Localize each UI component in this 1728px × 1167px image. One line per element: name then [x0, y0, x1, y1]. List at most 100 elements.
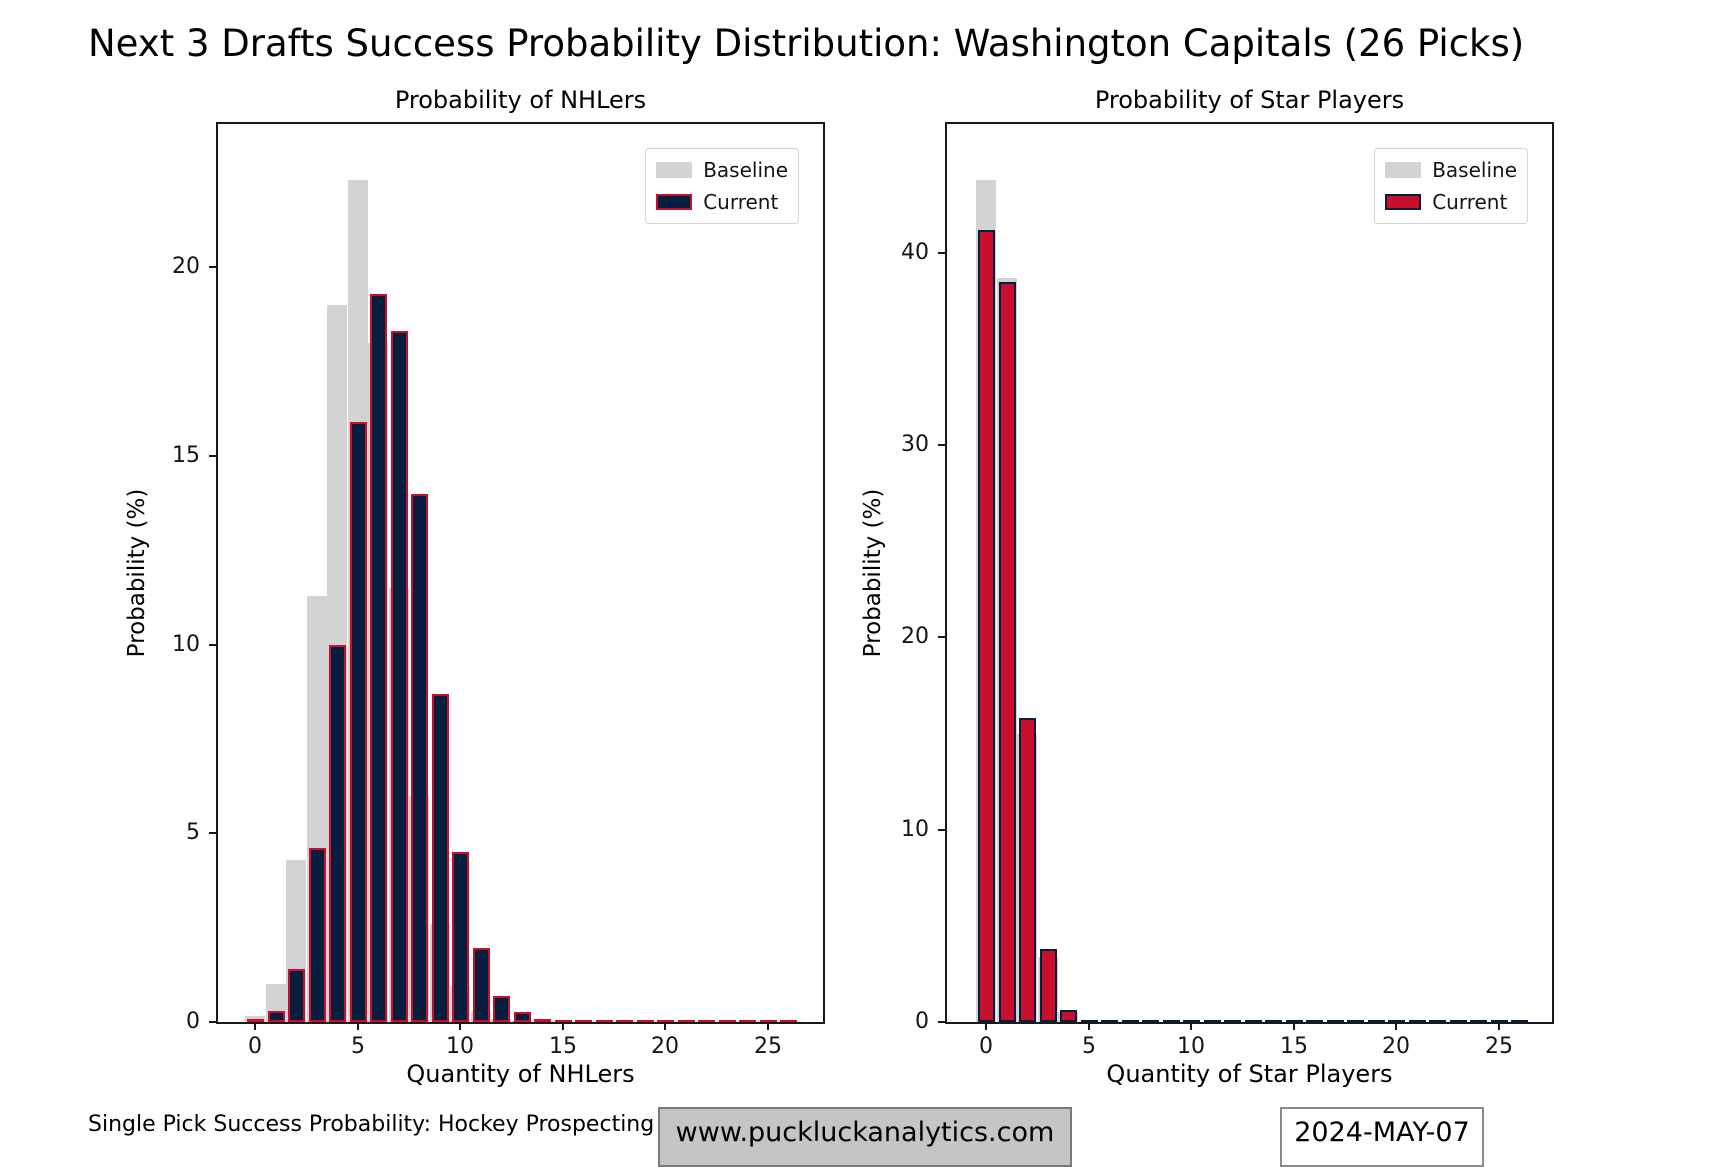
bar-zero	[1142, 1020, 1159, 1022]
footer-caption: Single Pick Success Probability: Hockey …	[88, 1112, 655, 1137]
bar-zero	[1449, 1020, 1467, 1022]
bar-current	[452, 852, 469, 1022]
x-tick-label: 15	[549, 1034, 577, 1059]
x-tick-label: 15	[1280, 1034, 1308, 1059]
x-tick-mark	[1395, 1022, 1397, 1030]
legend: Baseline Current	[645, 148, 799, 224]
legend: Baseline Current	[1374, 148, 1528, 224]
x-tick-label: 10	[446, 1034, 474, 1059]
bar-current	[308, 848, 326, 1022]
y-tick-mark	[209, 644, 217, 646]
y-tick-mark	[209, 1021, 217, 1023]
x-tick-mark	[985, 1022, 987, 1030]
bar-current	[390, 331, 408, 1022]
legend-item-baseline: Baseline	[1385, 158, 1517, 182]
bar-current	[247, 1019, 264, 1022]
x-tick-label: 25	[754, 1034, 782, 1059]
bar-zero	[1326, 1020, 1344, 1022]
bar-current	[267, 1011, 285, 1022]
y-tick-label: 20	[901, 624, 929, 649]
figure-title: Next 3 Drafts Success Probability Distri…	[88, 22, 1525, 65]
bar-zero	[1183, 1020, 1200, 1022]
plot-area: Baseline Current 0 5 10 15 20 0 5 10 15 20 25	[172, 122, 825, 1059]
bar-current	[288, 969, 305, 1022]
bar-zero	[1224, 1020, 1241, 1022]
bar-zero	[1388, 1020, 1405, 1022]
bar-zero	[1306, 1020, 1323, 1022]
bar-zero	[718, 1020, 736, 1022]
bar-current	[534, 1019, 551, 1022]
y-tick-label: 0	[186, 1009, 200, 1034]
y-tick-mark	[209, 832, 217, 834]
legend-item-current: Current	[1385, 190, 1517, 214]
bar-zero	[554, 1020, 572, 1022]
bar-zero	[1162, 1020, 1180, 1022]
y-tick-mark	[938, 252, 946, 254]
bar-zero	[780, 1020, 797, 1022]
bar-current	[431, 694, 449, 1022]
bar-current	[1019, 718, 1036, 1022]
y-tick-mark	[938, 829, 946, 831]
bar-zero	[1285, 1020, 1303, 1022]
chart-title: Probability of NHLers	[394, 86, 647, 114]
x-tick-mark	[1498, 1022, 1500, 1030]
bar-zero	[1244, 1020, 1262, 1022]
legend-label: Current	[1432, 190, 1508, 214]
bar-current	[1039, 949, 1057, 1022]
bar-zero	[739, 1020, 756, 1022]
bar-zero	[1265, 1020, 1282, 1022]
y-tick-mark	[938, 1021, 946, 1023]
bar-zero	[575, 1020, 592, 1022]
bar-zero	[1429, 1020, 1446, 1022]
date-box: 2024-MAY-07	[1280, 1107, 1484, 1167]
bar-zero	[636, 1020, 654, 1022]
bar-current	[1060, 1010, 1077, 1022]
plot-area: Baseline Current 0 10 20 30 40 0 5 10 15 20 25	[901, 122, 1554, 1059]
chart-title: Probability of Star Players	[1094, 86, 1405, 114]
bar-zero	[657, 1020, 674, 1022]
legend-item-baseline: Baseline	[656, 158, 788, 182]
baseline-swatch	[1385, 162, 1422, 178]
x-tick-mark	[357, 1022, 359, 1030]
bar-zero	[698, 1020, 715, 1022]
y-tick-label: 15	[172, 443, 200, 468]
x-tick-mark	[664, 1022, 666, 1030]
bar-current	[513, 1012, 531, 1022]
website-box: www.puckluckanalytics.com	[658, 1107, 1072, 1167]
bar-current	[978, 230, 995, 1022]
y-tick-mark	[209, 455, 217, 457]
bar-zero	[1490, 1020, 1508, 1022]
bar-current	[493, 996, 510, 1022]
y-tick-label: 5	[186, 820, 200, 845]
legend-label: Baseline	[1432, 158, 1517, 182]
x-axis-label: Quantity of Star Players	[1106, 1060, 1393, 1088]
x-tick-label: 5	[1082, 1034, 1096, 1059]
baseline-swatch	[656, 162, 693, 178]
x-tick-label: 10	[1177, 1034, 1205, 1059]
y-tick-mark	[209, 266, 217, 268]
x-tick-mark	[459, 1022, 461, 1030]
x-tick-mark	[254, 1022, 256, 1030]
current-swatch	[656, 194, 693, 210]
y-tick-label: 10	[172, 632, 200, 657]
x-tick-mark	[1190, 1022, 1192, 1030]
legend-label: Baseline	[703, 158, 788, 182]
x-tick-label: 5	[351, 1034, 365, 1059]
y-tick-label: 40	[901, 240, 929, 265]
y-axis-label: Probability (%)	[124, 488, 150, 658]
legend-label: Current	[703, 190, 779, 214]
bar-current	[329, 645, 346, 1022]
bar-zero	[1347, 1020, 1364, 1022]
y-tick-label: 30	[901, 432, 929, 457]
x-tick-label: 0	[979, 1034, 993, 1059]
y-tick-label: 0	[915, 1009, 929, 1034]
x-tick-mark	[767, 1022, 769, 1030]
y-tick-label: 10	[901, 817, 929, 842]
x-tick-label: 20	[1382, 1034, 1410, 1059]
bar-zero	[595, 1020, 613, 1022]
bar-zero	[1408, 1020, 1426, 1022]
bar-zero	[1203, 1020, 1221, 1022]
bar-current	[370, 294, 387, 1022]
y-tick-mark	[938, 636, 946, 638]
bar-zero	[1367, 1020, 1385, 1022]
